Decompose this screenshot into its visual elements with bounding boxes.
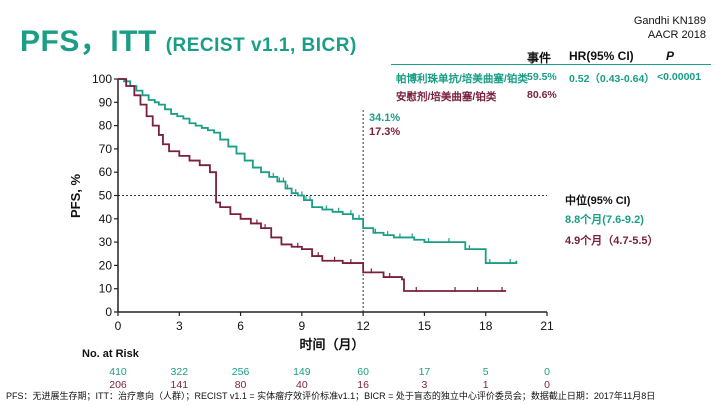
survival-curve-arm-1 <box>118 78 518 264</box>
y-tick-label: 20 <box>99 258 113 272</box>
legend-arm1-p: <0.00001 <box>657 71 702 83</box>
arm1-median: 8.8个月(7.6-9.2) <box>565 214 644 226</box>
x-tick-label: 6 <box>237 319 244 333</box>
y-tick-label: 10 <box>99 282 113 296</box>
source-line-1: Gandhi KN189 <box>633 15 706 27</box>
chart-axes <box>114 78 548 316</box>
arm2-12-month-rate: 17.3% <box>369 126 401 138</box>
legend-col-event: 事件 <box>527 51 552 65</box>
x-tick-label: 21 <box>540 319 554 333</box>
legend-arm2-label: 安慰剂/培美曲塞/铂类 <box>396 91 497 103</box>
x-tick-label: 15 <box>418 319 432 333</box>
legend-arm1-hr: 0.52（0.43-0.64） <box>569 73 655 85</box>
legend-arm1-label: 帕博利珠单抗/培美曲塞/铂类 <box>396 73 528 85</box>
y-tick-label: 90 <box>99 95 113 109</box>
source-line-2: AACR 2018 <box>647 29 706 41</box>
risk-arm1-month-3: 322 <box>170 366 189 378</box>
title-subtitle: (RECIST v1.1, BICR) <box>165 35 357 56</box>
y-tick-label: 70 <box>99 142 113 156</box>
reference-lines <box>118 108 547 312</box>
x-tick-label: 12 <box>356 319 370 333</box>
survival-curves <box>118 78 518 292</box>
risk-arm1-month-12: 60 <box>357 366 369 378</box>
risk-arm1-month-6: 256 <box>231 366 250 378</box>
legend-header-divider <box>391 64 711 65</box>
legend-col-hr: HR(95% CI) <box>569 49 634 63</box>
x-tick-label: 18 <box>479 319 493 333</box>
footnote: PFS：无进展生存期；ITT：治疗意向（人群）；RECIST v1.1 = 实体… <box>6 391 656 401</box>
risk-arm2-month-6: 80 <box>234 379 247 391</box>
y-tick-label: 100 <box>92 72 112 86</box>
y-tick-label: 80 <box>99 119 113 133</box>
risk-arm1-month-15: 17 <box>418 366 431 378</box>
y-tick-label: 50 <box>99 189 113 203</box>
risk-arm2-month-12: 16 <box>357 379 369 391</box>
risk-arm2-month-3: 141 <box>170 379 189 391</box>
y-tick-label: 40 <box>99 212 113 226</box>
risk-arm2-month-0: 206 <box>109 379 127 391</box>
risk-arm1-month-0: 410 <box>109 366 127 378</box>
legend-arm1-event: 59.5% <box>527 71 557 83</box>
risk-arm2-month-21: 0 <box>544 379 550 391</box>
page-title: PFS，ITT (RECIST v1.1, BICR) <box>20 16 357 60</box>
y-axis-title: PFS, % <box>68 174 83 219</box>
arm2-median: 4.9个月（4.7-5.5） <box>565 235 659 247</box>
risk-arm1-month-18: 5 <box>482 366 489 378</box>
y-tick-label: 30 <box>99 235 113 249</box>
arm1-12-month-rate: 34.1% <box>369 112 401 124</box>
y-tick-label: 60 <box>99 165 113 179</box>
median-title: 中位(95% CI) <box>565 195 631 207</box>
risk-arm1-month-21: 0 <box>544 366 550 378</box>
title-main-text: PFS，ITT <box>20 25 157 58</box>
x-tick-label: 9 <box>299 319 306 333</box>
censor-marks <box>256 172 511 293</box>
risk-arm1-month-9: 149 <box>293 366 311 378</box>
risk-arm2-month-18: 1 <box>482 379 489 391</box>
legend-col-p: P <box>666 49 675 63</box>
x-axis-title: 时间（月） <box>299 337 364 352</box>
x-tick-label: 3 <box>176 319 183 333</box>
survival-curve-arm-2 <box>118 78 507 292</box>
legend-arm2-event: 80.6% <box>527 89 557 101</box>
risk-arm2-month-9: 40 <box>296 379 308 391</box>
source-citation: Gandhi KN189 AACR 2018 <box>634 14 706 42</box>
y-tick-label: 0 <box>105 305 112 319</box>
tick-labels: 0 10 20 30 40 50 60 70 80 90 100 0 3 6 9 12 15 18 21 <box>92 72 554 333</box>
risk-table-title: No. at Risk <box>82 348 139 360</box>
x-tick-label: 0 <box>115 319 122 333</box>
risk-arm2-month-15: 3 <box>421 379 428 391</box>
